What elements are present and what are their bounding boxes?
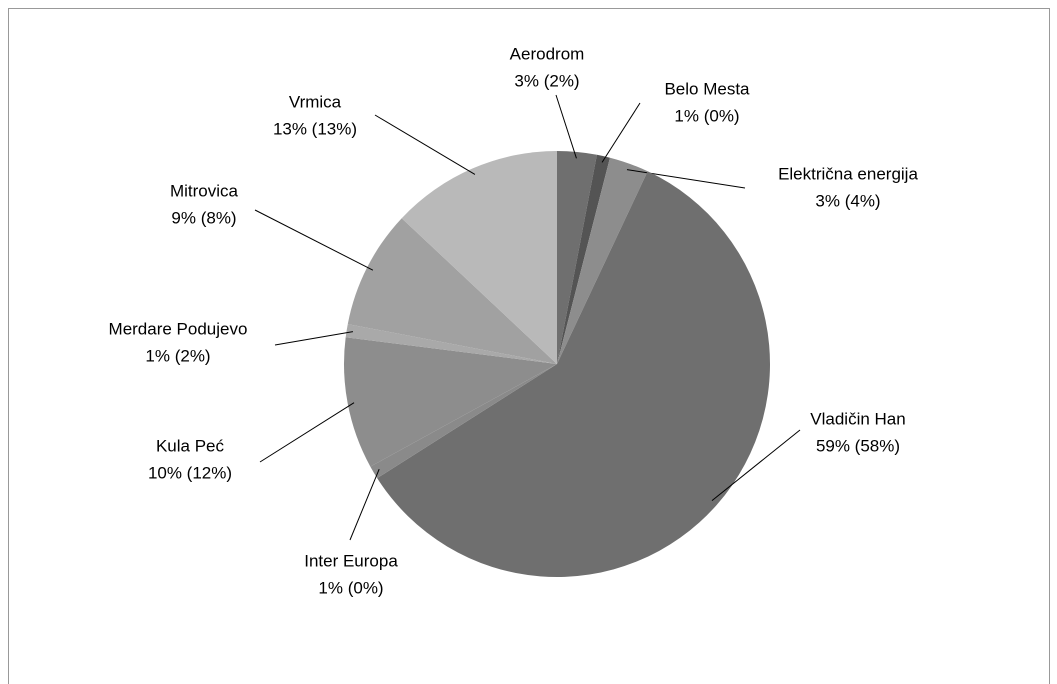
slice-value-label: 10% (12%) [148, 463, 232, 482]
slice-label: Mitrovica [170, 181, 239, 200]
leader-line [555, 94, 577, 159]
slice-value-label: 1% (0%) [674, 106, 739, 125]
slice-value-label: 13% (13%) [273, 119, 357, 138]
leader-line [601, 102, 641, 163]
pie-slice [347, 218, 557, 364]
pie-slice [557, 154, 610, 364]
slice-label: Aerodrom [510, 44, 585, 63]
slice-label: Vladičin Han [810, 409, 905, 428]
slice-label: Vrmica [289, 92, 342, 111]
pie-slice [345, 324, 557, 364]
leader-line [274, 331, 354, 346]
slice-label: Kula Peć [156, 436, 225, 455]
pie-slice [377, 171, 770, 577]
slice-label: Merdare Podujevo [109, 319, 248, 338]
leader-line [254, 209, 374, 271]
pie-slice [401, 151, 557, 364]
slice-value-label: 1% (0%) [318, 578, 383, 597]
pie-slice [557, 151, 597, 364]
slice-label: Belo Mesta [664, 79, 750, 98]
pie-slice [344, 337, 557, 467]
slice-value-label: 3% (4%) [815, 191, 880, 210]
pie-slice [557, 157, 648, 364]
leader-line [626, 169, 746, 189]
leader-line [259, 402, 355, 463]
slice-label: Inter Europa [304, 551, 398, 570]
slice-value-label: 9% (8%) [171, 208, 236, 227]
slice-value-label: 3% (2%) [514, 71, 579, 90]
leader-line [374, 114, 476, 175]
slice-value-label: 59% (58%) [816, 436, 900, 455]
pie-slice [370, 364, 557, 479]
slice-value-label: 1% (2%) [145, 346, 210, 365]
leader-line [711, 429, 801, 502]
leader-line [349, 468, 380, 541]
slice-label: Električna energija [778, 164, 918, 183]
